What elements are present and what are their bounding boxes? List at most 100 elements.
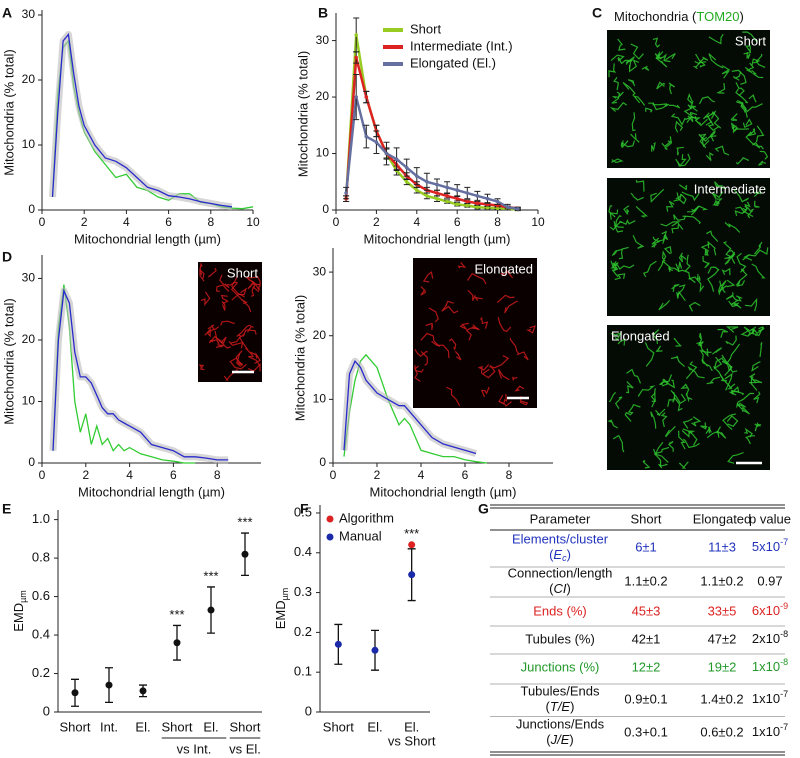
- p-exp: -8: [780, 657, 788, 667]
- point: [455, 202, 460, 207]
- point: [516, 207, 520, 211]
- x-axis-label: Mitochondrial length (µm): [78, 484, 225, 499]
- organelle: [428, 307, 439, 323]
- organelle: [641, 65, 650, 71]
- x-tick-label: 6: [454, 215, 461, 229]
- x-tick-label: 8: [494, 215, 501, 229]
- paren: ): [567, 547, 571, 562]
- organelle: [465, 327, 479, 341]
- parameter: Elements/cluster: [512, 531, 609, 546]
- organelle: [721, 354, 733, 377]
- series-line: [344, 57, 518, 210]
- point: [435, 196, 439, 201]
- organelle: [209, 339, 220, 345]
- point: [425, 194, 429, 198]
- organelle: [724, 221, 741, 233]
- x-tick-label: 4: [418, 468, 425, 482]
- organelle: [711, 191, 724, 200]
- organelle: [714, 145, 730, 156]
- organelle: [221, 301, 226, 311]
- organelle: [247, 278, 256, 290]
- organelle: [467, 289, 476, 301]
- organelle: [635, 205, 649, 218]
- organelle: [241, 299, 252, 313]
- x-tick-label: 2: [82, 468, 89, 482]
- organelle: [661, 230, 669, 241]
- series-line: [343, 359, 477, 455]
- point: [445, 199, 449, 204]
- y-tick-label: 0.2: [294, 624, 312, 639]
- point: [445, 185, 449, 190]
- organelle: [671, 222, 684, 234]
- y-axis-label: Mitochondria (% total): [292, 295, 307, 421]
- organelle: [445, 300, 454, 306]
- organelle: [668, 267, 680, 272]
- organelle: [694, 56, 709, 65]
- x-tick-label: Short: [323, 719, 354, 734]
- organelle: [707, 240, 717, 256]
- organelle: [725, 335, 737, 346]
- organelle: [728, 249, 736, 264]
- organelle: [735, 206, 754, 218]
- organelle: [642, 460, 651, 469]
- point: [364, 134, 369, 139]
- organelle: [616, 264, 635, 270]
- organelle: [459, 322, 469, 330]
- organelle: [607, 419, 618, 429]
- organelle: [725, 343, 741, 365]
- cell-elongated: 1.4±0.2: [700, 691, 743, 706]
- organelle: [200, 291, 211, 307]
- organelle: [661, 140, 672, 148]
- organelle: [207, 324, 220, 331]
- paren: (: [549, 547, 554, 562]
- point: [475, 201, 480, 206]
- organelle: [751, 361, 761, 372]
- organelle: [623, 205, 630, 215]
- panel-label: A: [2, 5, 12, 21]
- parameter: Junctions/Ends: [516, 716, 605, 731]
- organelle: [656, 81, 666, 90]
- y-tick-label: 20: [22, 332, 36, 346]
- organelle: [610, 331, 622, 341]
- organelle: [698, 341, 704, 347]
- point: [404, 179, 409, 184]
- organelle: [744, 201, 751, 210]
- organelle: [414, 365, 421, 382]
- symbol: J/E: [550, 732, 570, 747]
- organelle: [500, 269, 514, 279]
- organelle: [727, 451, 744, 464]
- organelle: [651, 243, 657, 248]
- parameter: Tubules/Ends: [520, 683, 600, 698]
- inset-image: [413, 258, 537, 408]
- significance: ***: [404, 526, 419, 541]
- p-exp: -8: [780, 629, 788, 639]
- organelle: [496, 294, 515, 303]
- organelle: [687, 205, 700, 216]
- organelle: [727, 251, 736, 259]
- organelle: [720, 280, 727, 294]
- organelle: [231, 287, 248, 301]
- point: [241, 550, 249, 558]
- organelle: [705, 152, 714, 161]
- y-axis-label: EMDµm: [11, 590, 28, 632]
- x-tick-label: 8: [207, 215, 214, 229]
- x-tick-label: 0: [330, 468, 337, 482]
- organelle: [688, 276, 705, 293]
- y-axis-label-sub: µm: [18, 590, 28, 603]
- x-tick-label: Short: [229, 719, 260, 734]
- y-tick-label: 10: [313, 392, 327, 406]
- point: [71, 689, 79, 697]
- panel-label: C: [592, 5, 602, 21]
- organelle: [642, 260, 657, 278]
- organelle: [668, 82, 676, 95]
- point: [173, 639, 181, 647]
- x-axis-label: Mitochondrial length (µm): [370, 484, 517, 499]
- organelle: [454, 350, 462, 361]
- organelle: [441, 304, 459, 314]
- organelle: [497, 316, 512, 333]
- organelle: [446, 386, 461, 407]
- micrograph-label: Elongated: [611, 328, 670, 343]
- point: [354, 33, 359, 37]
- parameter-symbol: (T/E): [546, 699, 575, 714]
- x-tick-label: 0: [39, 468, 46, 482]
